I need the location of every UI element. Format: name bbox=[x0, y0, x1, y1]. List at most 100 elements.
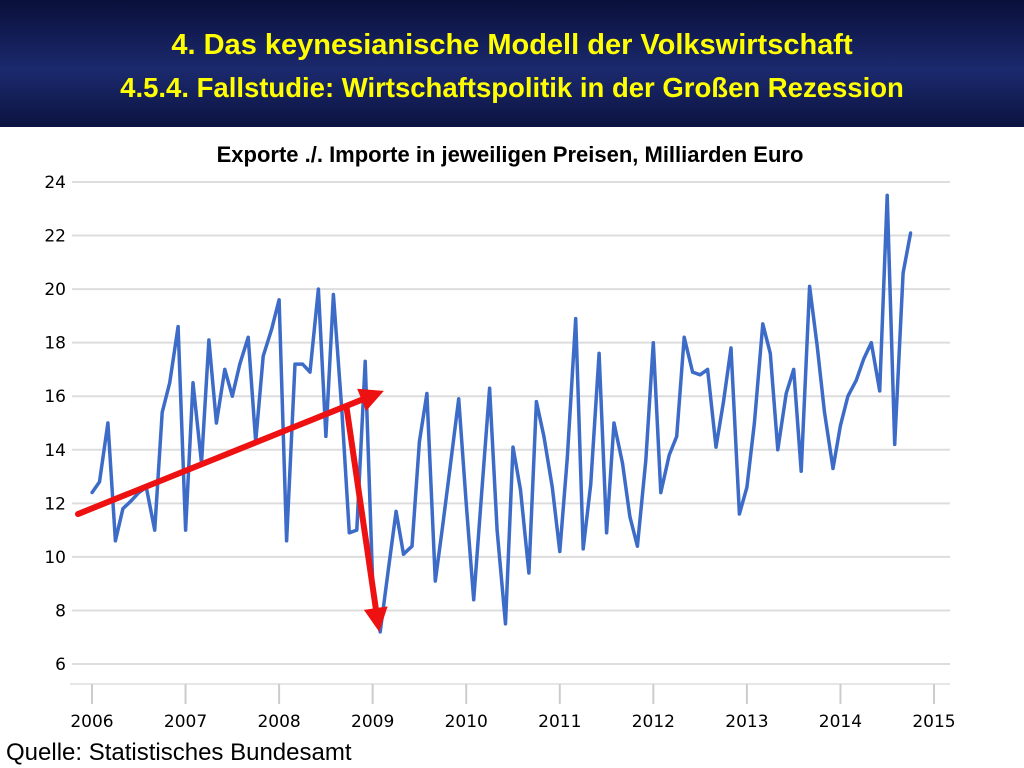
data-point bbox=[394, 509, 398, 513]
x-tick-label-2008: 2008 bbox=[257, 712, 300, 732]
data-point bbox=[113, 539, 117, 543]
data-point bbox=[815, 343, 819, 347]
slide-title: 4. Das keynesianische Modell der Volkswi… bbox=[171, 29, 853, 61]
grid-lines bbox=[72, 181, 950, 665]
y-tick-label-14: 14 bbox=[44, 441, 66, 461]
series-group bbox=[90, 193, 913, 634]
data-point bbox=[581, 547, 585, 551]
data-point bbox=[909, 231, 913, 235]
x-tick-label-2011: 2011 bbox=[538, 712, 581, 732]
y-tick-label-8: 8 bbox=[55, 601, 66, 621]
x-tick-label-2015: 2015 bbox=[912, 712, 955, 732]
data-point bbox=[448, 464, 452, 468]
data-point bbox=[792, 367, 796, 372]
y-axis: 6 8 10 12 14 16 18 20 22 24 bbox=[44, 173, 66, 675]
data-point bbox=[667, 453, 671, 457]
y-tick-label-22: 22 bbox=[44, 227, 66, 247]
data-point bbox=[425, 391, 429, 396]
data-point bbox=[698, 373, 702, 377]
data-point bbox=[518, 488, 523, 492]
source-note: Quelle: Statistisches Bundesamt bbox=[6, 739, 352, 766]
data-point bbox=[620, 461, 625, 465]
data-point bbox=[784, 391, 788, 396]
annotations-group bbox=[74, 388, 388, 632]
y-tick-label-10: 10 bbox=[44, 548, 66, 568]
y-tick-label-16: 16 bbox=[44, 387, 66, 407]
y-tick-label-18: 18 bbox=[44, 334, 66, 354]
data-point bbox=[176, 325, 180, 329]
data-point bbox=[324, 434, 328, 438]
data-point bbox=[597, 351, 601, 355]
data-point bbox=[729, 346, 733, 350]
data-point bbox=[230, 394, 234, 398]
data-point bbox=[284, 539, 289, 543]
data-point bbox=[464, 501, 468, 505]
chart-title: Exporte ./. Importe in jeweiligen Preise… bbox=[216, 142, 804, 167]
data-point bbox=[441, 523, 445, 527]
data-point bbox=[651, 341, 655, 345]
y-tick-label-20: 20 bbox=[44, 280, 66, 300]
data-point bbox=[183, 528, 188, 532]
data-point bbox=[691, 370, 695, 374]
data-point bbox=[410, 544, 414, 548]
data-point bbox=[511, 445, 515, 449]
slide-subtitle: 4.5.4. Fallstudie: Wirtschaftspolitik in… bbox=[120, 72, 904, 103]
data-point bbox=[682, 335, 686, 339]
data-point bbox=[737, 512, 742, 516]
data-point bbox=[106, 421, 110, 425]
data-point bbox=[558, 549, 562, 554]
data-point bbox=[480, 485, 484, 489]
data-point bbox=[347, 531, 351, 535]
data-point bbox=[846, 394, 850, 398]
data-point bbox=[628, 515, 632, 519]
series-line-0 bbox=[90, 193, 913, 634]
x-tick-label-2010: 2010 bbox=[445, 712, 488, 732]
data-point bbox=[277, 298, 281, 302]
y-tick-label-6: 6 bbox=[55, 655, 66, 675]
data-point bbox=[457, 397, 461, 401]
x-tick-label-2014: 2014 bbox=[819, 712, 862, 732]
x-tick-label-2007: 2007 bbox=[164, 712, 207, 732]
data-point bbox=[121, 507, 125, 511]
x-tick-label-2012: 2012 bbox=[632, 712, 675, 732]
data-point bbox=[901, 271, 905, 275]
data-point bbox=[270, 327, 274, 331]
data-point bbox=[417, 440, 422, 444]
arrow-head-0 bbox=[357, 388, 384, 411]
x-axis: 2006 2007 2008 2009 2010 2011 2012 2013 2014 2015 bbox=[70, 683, 956, 732]
data-point bbox=[308, 370, 312, 374]
data-point bbox=[293, 362, 297, 366]
data-point bbox=[776, 448, 780, 452]
arrow-shaft-1 bbox=[343, 403, 379, 612]
data-point bbox=[97, 480, 102, 484]
arrow-head-1 bbox=[363, 606, 388, 632]
data-point bbox=[495, 528, 499, 532]
data-point bbox=[768, 351, 772, 355]
data-point bbox=[885, 193, 889, 197]
arrow-shaft-0 bbox=[74, 396, 365, 518]
y-tick-label-12: 12 bbox=[44, 494, 66, 514]
data-point bbox=[831, 466, 835, 471]
title-banner: 4. Das keynesianische Modell der Volkswi… bbox=[0, 0, 1024, 127]
data-point bbox=[238, 362, 242, 366]
data-point bbox=[207, 338, 211, 342]
data-point bbox=[878, 389, 882, 393]
data-point bbox=[862, 357, 866, 361]
data-point bbox=[799, 469, 803, 473]
data-point bbox=[659, 491, 663, 495]
data-point bbox=[721, 399, 726, 404]
data-point bbox=[893, 442, 897, 447]
data-point bbox=[433, 579, 437, 583]
data-point bbox=[761, 322, 765, 326]
data-point bbox=[807, 284, 812, 289]
data-point bbox=[488, 386, 492, 390]
data-point bbox=[363, 359, 367, 364]
data-point bbox=[168, 381, 172, 385]
data-point bbox=[331, 292, 335, 297]
data-point bbox=[675, 434, 679, 438]
data-point bbox=[129, 499, 133, 503]
data-point bbox=[503, 622, 508, 626]
data-point bbox=[214, 421, 219, 425]
data-point bbox=[604, 531, 609, 535]
data-point bbox=[401, 552, 406, 556]
